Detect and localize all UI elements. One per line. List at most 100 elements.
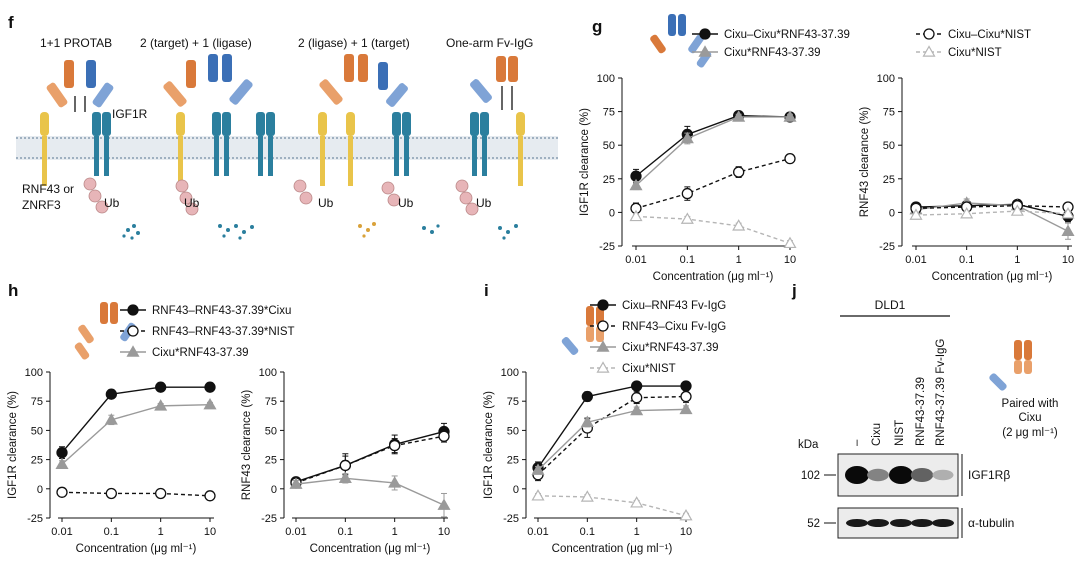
y-tick-label: 0 bbox=[37, 484, 43, 496]
ub-label-2: Ub bbox=[184, 196, 200, 210]
series-line bbox=[915, 204, 1069, 210]
series-line bbox=[915, 202, 1069, 232]
series-cixu-nist bbox=[629, 209, 797, 249]
series-line bbox=[635, 215, 791, 244]
x-tick-label: 10 bbox=[204, 526, 216, 538]
schematic-title-1: 1+1 PROTAB bbox=[40, 36, 112, 50]
i-construct-icon bbox=[561, 306, 604, 356]
x-tick-label: 0.1 bbox=[338, 526, 353, 538]
data-point bbox=[289, 477, 303, 489]
blot-band-igf1r bbox=[932, 469, 954, 481]
series-line bbox=[635, 157, 791, 210]
x-axis-label: Concentration (μg ml⁻¹) bbox=[310, 543, 431, 555]
data-point bbox=[680, 131, 694, 144]
series-line bbox=[635, 116, 790, 187]
data-point bbox=[155, 487, 167, 500]
series-cixu-rnf43-37-39 bbox=[909, 196, 1075, 240]
data-point bbox=[155, 381, 167, 393]
series-cixu-nist bbox=[909, 204, 1075, 220]
series-cixu-rnf43-37-39 bbox=[289, 471, 451, 518]
data-point bbox=[388, 476, 402, 488]
x-tick-label: 10 bbox=[680, 526, 692, 538]
y-tick-label: -25 bbox=[879, 241, 895, 253]
blot-band-label-tubulin: α-tubulin bbox=[968, 516, 1014, 530]
series-line bbox=[537, 385, 686, 469]
data-point bbox=[732, 110, 746, 122]
x-axis-label: Concentration (μg ml⁻¹) bbox=[76, 543, 197, 555]
x-tick-label: 1 bbox=[158, 526, 164, 538]
legend-label: Cixu*NIST bbox=[948, 47, 1002, 59]
blot-lane-label-2: Cixu bbox=[871, 423, 883, 446]
legend-marker bbox=[596, 361, 610, 373]
legend-h: RNF43–RNF43-37.39*Cixu RNF43–RNF43-37.39*… bbox=[120, 304, 295, 359]
data-point bbox=[339, 459, 351, 472]
legend-marker bbox=[698, 45, 712, 57]
data-point bbox=[338, 471, 352, 484]
y-tick-label: 50 bbox=[31, 425, 43, 437]
x-axis-label: Concentration (μg ml⁻¹) bbox=[932, 271, 1053, 283]
chart-h-rnf43: -25 0 25 50 75 100 0.01 0.1 1 10 Concentration (μg… bbox=[241, 367, 451, 555]
series-cixu-rnf43-37-39 bbox=[531, 402, 693, 475]
series-line bbox=[537, 495, 687, 517]
legend-i: Cixu–RNF43 Fv-IgG RNF43–Cixu Fv-IgG Cixu*R… bbox=[590, 299, 726, 375]
series-rnf43-rnf43-37-39-nist bbox=[56, 486, 216, 502]
y-tick-label: 0 bbox=[271, 484, 277, 496]
one-arm-fvigg-icon bbox=[455, 56, 525, 240]
y-tick-label: 25 bbox=[507, 455, 519, 467]
x-tick-label: 0.1 bbox=[580, 526, 595, 538]
y-tick-label: 25 bbox=[603, 174, 615, 186]
legend-label: Cixu*RNF43-37.39 bbox=[622, 342, 719, 354]
data-point bbox=[783, 236, 797, 249]
legend-item: RNF43–Cixu Fv-IgG bbox=[590, 320, 726, 333]
igf1r-label: IGF1R bbox=[112, 107, 148, 121]
chart-g-rnf43: -25 0 25 50 75 100 0.01 0.1 1 10 Concentration (μg… bbox=[859, 73, 1075, 283]
legend-marker bbox=[923, 28, 935, 40]
x-tick-label: 0.01 bbox=[625, 254, 646, 266]
y-tick-label: 25 bbox=[31, 455, 43, 467]
y-tick-label: 25 bbox=[265, 455, 277, 467]
data-point bbox=[629, 209, 643, 222]
data-point bbox=[55, 457, 69, 469]
blot-kda-label: kDa bbox=[798, 439, 819, 451]
data-point bbox=[437, 498, 451, 510]
legend-marker bbox=[127, 304, 139, 316]
chart-i-igf1r: -25 0 25 50 75 100 0.01 0.1 1 10 Concentration (μg… bbox=[483, 367, 693, 555]
series-cixu-cixu-rnf43-37-39 bbox=[910, 198, 1074, 223]
protab-2target-icon bbox=[163, 54, 275, 240]
data-point bbox=[531, 489, 545, 501]
data-point bbox=[680, 390, 692, 403]
data-point bbox=[1061, 224, 1075, 236]
blot-band-tubulin bbox=[890, 519, 912, 527]
western-blot-j: DLD1 kDa – Cixu NIST RNF43-37.39 RNF43-3… bbox=[798, 298, 1058, 539]
legend-label: RNF43–Cixu Fv-IgG bbox=[622, 321, 726, 333]
y-tick-label: 50 bbox=[603, 140, 615, 152]
y-tick-label: 100 bbox=[259, 367, 277, 379]
blot-lane-label-3: NIST bbox=[894, 420, 906, 446]
series-rnf43-rnf43-37-39-cixu bbox=[56, 381, 216, 459]
blot-note-line2: Cixu bbox=[1018, 412, 1041, 424]
data-point bbox=[1061, 207, 1075, 219]
y-axis-label: RNF43 clearance (%) bbox=[241, 390, 253, 501]
blot-band-tubulin bbox=[932, 519, 954, 527]
legend-item: Cixu–Cixu*NIST bbox=[916, 28, 1031, 41]
ub-label-5: Ub bbox=[476, 196, 492, 210]
data-point bbox=[56, 446, 68, 459]
data-point bbox=[631, 380, 643, 392]
x-tick-label: 1 bbox=[736, 254, 742, 266]
y-tick-label: 50 bbox=[265, 425, 277, 437]
y-tick-label: 100 bbox=[877, 73, 895, 85]
blot-cell-line: DLD1 bbox=[875, 298, 906, 312]
blot-band-igf1r bbox=[910, 468, 934, 482]
legend-marker bbox=[922, 45, 936, 57]
data-point bbox=[1010, 204, 1024, 216]
data-point bbox=[679, 508, 693, 521]
y-axis-label: IGF1R clearance (%) bbox=[483, 391, 495, 499]
data-point bbox=[203, 397, 217, 410]
blot-marker-102: 102 bbox=[801, 470, 820, 482]
y-tick-label: 75 bbox=[883, 107, 895, 119]
series-cixu-rnf43-fv-igg bbox=[532, 380, 692, 475]
legend-label: Cixu*RNF43-37.39 bbox=[152, 347, 249, 359]
legend-marker bbox=[127, 325, 139, 337]
legend-marker bbox=[126, 345, 140, 357]
